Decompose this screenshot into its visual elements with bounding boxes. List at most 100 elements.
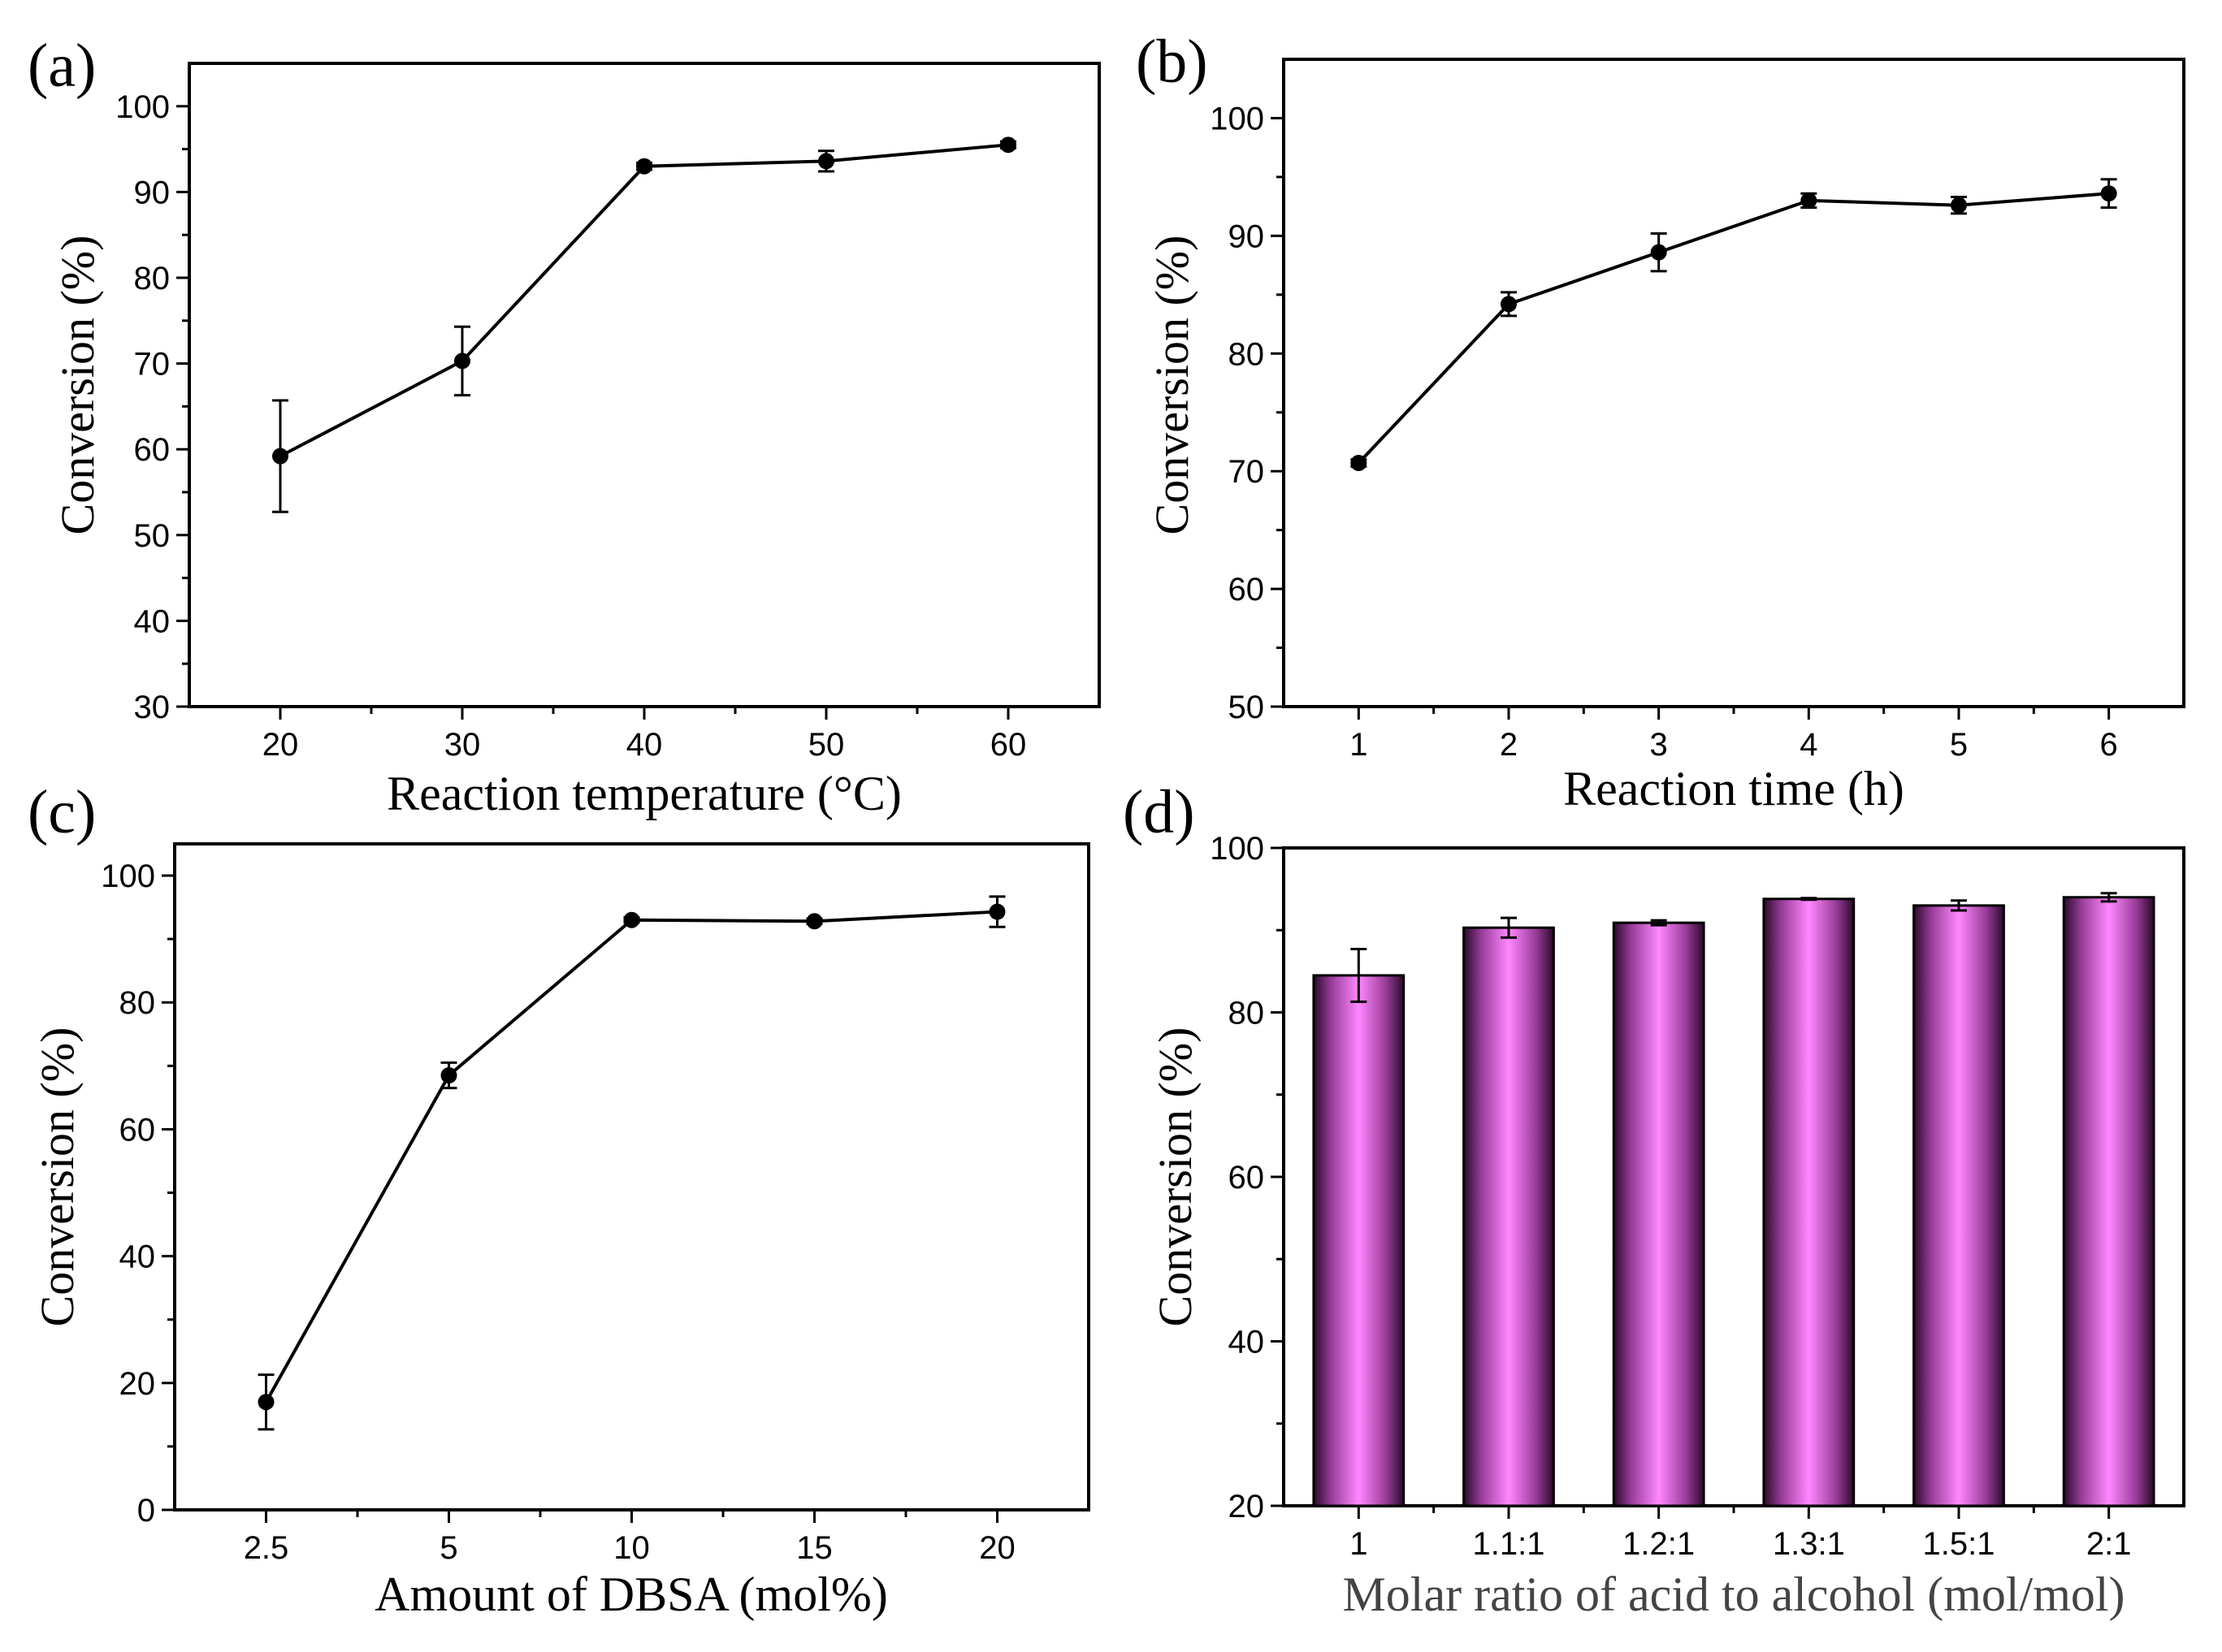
panel-d-error-bar — [1951, 899, 1967, 912]
panel-b-data-point — [1350, 455, 1367, 472]
panel-d-error-bar — [1501, 916, 1517, 939]
panel-a-ytick-label: 40 — [134, 603, 171, 639]
panel-a-data-point — [636, 158, 652, 175]
panel-c-data-marks — [258, 895, 1006, 1431]
panel-a-xtick-label: 20 — [262, 727, 299, 763]
panel-b-ytick-label: 100 — [1210, 101, 1264, 136]
panel-c-xtick-label: 2.5 — [244, 1530, 289, 1566]
panel-d-error-bar — [1800, 897, 1817, 902]
panel-d-xtick-label: 1.2:1 — [1622, 1526, 1695, 1562]
panel-a-xtick-label: 60 — [990, 727, 1027, 763]
panel-d-xtick-label: 1.5:1 — [1923, 1526, 1995, 1562]
panel-a-y-ticks: 30 40 50 60 70 80 90 100 — [115, 89, 189, 725]
panel-d-ytick-label: 80 — [1228, 996, 1265, 1031]
panel-c-ytick-label: 80 — [119, 985, 156, 1021]
panel-a-ytick-label: 50 — [134, 518, 171, 554]
panel-c-x-ticks: 2.5 5 10 15 20 — [244, 1510, 1016, 1566]
panel-a-xtick-label: 40 — [626, 727, 663, 763]
panel-b-ytick-label: 90 — [1228, 218, 1265, 254]
panel-b-data-point — [1951, 197, 1967, 214]
panel-c-ytick-label: 60 — [119, 1112, 156, 1148]
panel-d-bar — [1312, 974, 1406, 1507]
panel-d-xtick-label: 1.1:1 — [1473, 1526, 1545, 1562]
panel-c-data-point — [989, 903, 1006, 920]
panel-a-ytick-label: 60 — [134, 432, 171, 468]
panel-c-ytick-label: 20 — [119, 1366, 156, 1402]
panel-c-y-axis-title: Conversion (%) — [31, 1027, 84, 1327]
panel-a-data-marks — [272, 136, 1016, 513]
panel-d-bar — [1612, 921, 1705, 1507]
panel-b-x-ticks: 1 2 3 4 5 6 — [1349, 707, 2118, 763]
panel-c-dbsa: (c) 2.5 5 10 15 20 0 20 40 60 80 100 Amount of DB… — [28, 778, 1090, 1621]
panel-d-ytick-label: 40 — [1228, 1325, 1265, 1360]
panel-a-data-point — [1000, 136, 1016, 154]
panel-d-ytick-label: 20 — [1228, 1489, 1265, 1524]
panel-b-time: (b) 1 2 3 4 5 6 50 60 70 80 90 100 Reaction time (… — [1136, 28, 2185, 815]
panel-b-y-axis-title: Conversion (%) — [1146, 236, 1198, 535]
panel-d-x-axis-title: Molar ratio of acid to alcohol (mol/mol) — [1342, 1568, 2125, 1621]
panel-b-x-axis-title: Reaction time (h) — [1563, 762, 1904, 815]
panel-a-x-ticks: 20 30 40 50 60 — [262, 707, 1027, 763]
panel-a-y-axis-title: Conversion (%) — [51, 236, 104, 535]
panel-b-xtick-label: 5 — [1950, 727, 1968, 763]
panel-a-data-point — [272, 448, 288, 465]
panel-d-data-marks — [1312, 892, 2155, 1507]
panel-d-error-bar — [2100, 892, 2117, 903]
panel-c-ytick-label: 100 — [101, 858, 155, 894]
panel-d-ytick-label: 100 — [1210, 831, 1264, 867]
panel-b-data-point — [1501, 296, 1517, 313]
panel-a-x-axis-title: Reaction temperature (°C) — [387, 767, 902, 820]
panel-d-y-ticks: 20 40 60 80 100 — [1210, 831, 1284, 1524]
panel-d-xtick-label: 2:1 — [2086, 1526, 2132, 1562]
panel-b-data-marks — [1350, 178, 2117, 472]
panel-d-bar — [1462, 926, 1555, 1507]
panel-d-x-ticks: 1 1.1:1 1.2:1 1.3:1 1.5:1 2:1 — [1349, 1506, 2131, 1562]
panel-b-xtick-label: 1 — [1349, 727, 1367, 763]
panel-d-ytick-label: 60 — [1228, 1160, 1265, 1196]
panel-b-plot-frame — [1282, 58, 2185, 708]
panel-b-xtick-label: 2 — [1500, 727, 1518, 763]
panel-b-letter: (b) — [1136, 28, 1208, 96]
panel-b-ytick-label: 80 — [1228, 336, 1265, 372]
panel-a-ytick-label: 80 — [134, 261, 171, 296]
panel-d-error-bar — [1350, 948, 1367, 1003]
panel-b-ytick-label: 70 — [1228, 454, 1265, 490]
panel-a-ytick-label: 100 — [115, 89, 170, 125]
panel-b-data-point — [1800, 192, 1817, 209]
panel-a-temperature: (a) 20 30 40 50 60 30 40 50 60 70 80 90 100 Reactio… — [28, 32, 1101, 820]
panel-c-ytick-label: 40 — [119, 1239, 156, 1275]
panel-c-letter: (c) — [28, 778, 96, 846]
panel-a-data-point — [818, 153, 834, 170]
panel-c-data-point — [440, 1067, 457, 1084]
panel-d-error-bar — [1650, 919, 1667, 927]
panel-d-plot-frame — [1282, 846, 2185, 1507]
panel-a-series-line — [279, 143, 1009, 458]
panel-c-x-axis-title: Amount of DBSA (mol%) — [375, 1568, 888, 1621]
panel-b-data-point — [2100, 185, 2117, 202]
panel-c-y-ticks: 0 20 40 60 80 100 — [101, 858, 175, 1529]
panel-c-xtick-label: 5 — [440, 1530, 457, 1566]
panel-d-bar — [1762, 897, 1856, 1507]
panel-a-ytick-label: 90 — [134, 175, 171, 210]
panel-a-xtick-label: 50 — [808, 727, 845, 763]
panel-d-bar — [2062, 896, 2155, 1507]
panel-c-xtick-label: 10 — [613, 1530, 650, 1566]
panel-c-plot-frame — [173, 842, 1090, 1511]
panel-d-molar-ratio: (d) 1 1.1:1 1.2:1 1.3:1 1.5:1 2:1 20 40 60 80 100… — [1123, 778, 2185, 1621]
panel-b-series-line — [1357, 192, 2109, 465]
panel-a-ytick-label: 70 — [134, 347, 171, 383]
panel-c-data-point — [623, 911, 640, 928]
panel-d-xtick-label: 1.3:1 — [1773, 1526, 1845, 1562]
panel-b-data-point — [1650, 244, 1667, 261]
panel-b-xtick-label: 6 — [2100, 727, 2118, 763]
panel-d-xtick-label: 1 — [1349, 1526, 1367, 1562]
panel-d-bar — [1912, 904, 2005, 1507]
panel-a-xtick-label: 30 — [444, 727, 481, 763]
panel-d-y-axis-title: Conversion (%) — [1149, 1027, 1202, 1327]
panel-b-y-ticks: 50 60 70 80 90 100 — [1210, 101, 1284, 725]
panel-c-data-point — [258, 1394, 275, 1411]
panel-c-ytick-label: 0 — [137, 1493, 155, 1529]
panel-d-letter: (d) — [1123, 778, 1195, 846]
panel-b-ytick-label: 50 — [1228, 690, 1265, 725]
